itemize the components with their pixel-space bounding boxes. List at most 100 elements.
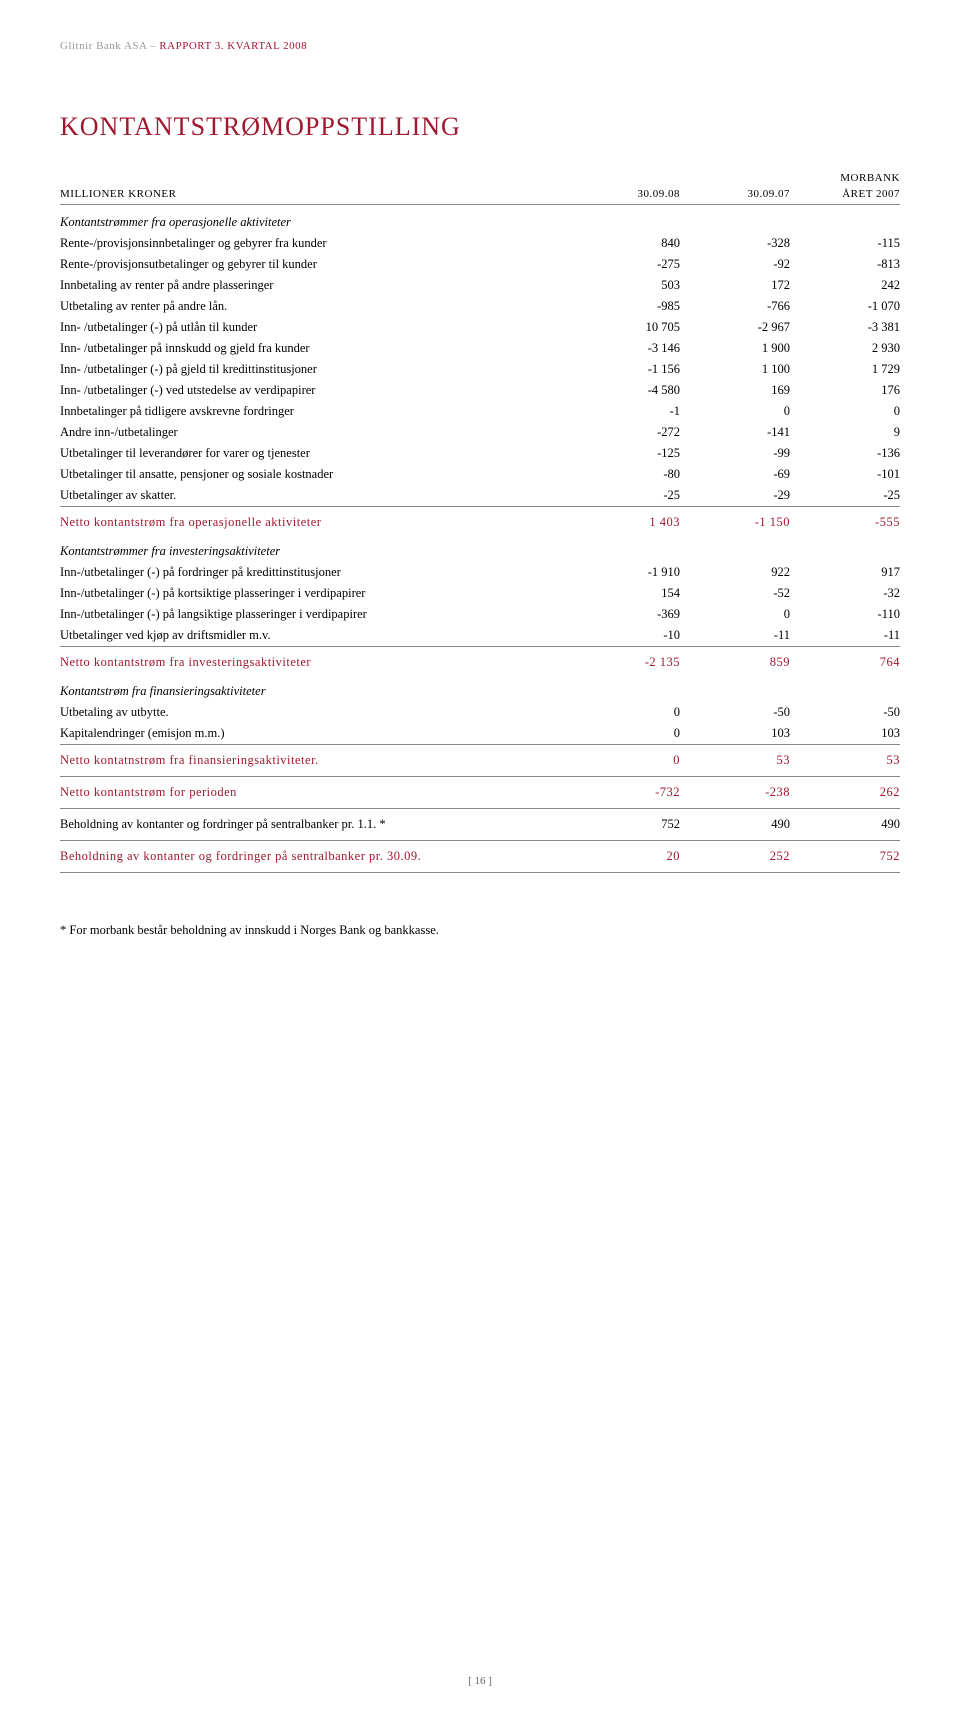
- row-label: Utbetalinger til ansatte, pensjoner og s…: [60, 467, 570, 482]
- summary-value: 490: [680, 817, 790, 832]
- section-total-row: Netto kontantstrøm fra operasjonelle akt…: [60, 506, 900, 538]
- table-row: Utbetalinger til leverandører for varer …: [60, 443, 900, 464]
- header-col-label: MILLIONER KRONER: [60, 188, 570, 200]
- row-label: Rente-/provisjonsutbetalinger og gebyrer…: [60, 257, 570, 272]
- row-label: Inn- /utbetalinger (-) ved utstedelse av…: [60, 383, 570, 398]
- row-value: -1 070: [790, 299, 900, 314]
- row-value: -3 146: [570, 341, 680, 356]
- row-label: Utbetalinger til leverandører for varer …: [60, 446, 570, 461]
- row-value: -29: [680, 488, 790, 503]
- header-separator: –: [147, 40, 160, 52]
- row-value: -2 967: [680, 320, 790, 335]
- row-label: Utbetaling av utbytte.: [60, 705, 570, 720]
- summary-value: -732: [570, 785, 680, 800]
- row-value: 0: [680, 607, 790, 622]
- summary-row: Netto kontantstrøm for perioden -732 -23…: [60, 776, 900, 809]
- row-value: -766: [680, 299, 790, 314]
- report-title: RAPPORT 3. KVARTAL 2008: [159, 40, 307, 52]
- row-value: 917: [790, 565, 900, 580]
- row-value: -80: [570, 467, 680, 482]
- row-label: Inn- /utbetalinger (-) på utlån til kund…: [60, 320, 570, 335]
- row-value: -1: [570, 404, 680, 419]
- row-label: Utbetalinger ved kjøp av driftsmidler m.…: [60, 628, 570, 643]
- table-row: Innbetalinger på tidligere avskrevne for…: [60, 401, 900, 422]
- total-value: -1 150: [680, 515, 790, 530]
- table-row: Inn- /utbetalinger (-) ved utstedelse av…: [60, 380, 900, 401]
- total-label: Netto kontantstrøm fra operasjonelle akt…: [60, 515, 570, 530]
- row-value: 172: [680, 278, 790, 293]
- row-value: -1 156: [570, 362, 680, 377]
- row-value: -125: [570, 446, 680, 461]
- table-row: Inn- /utbetalinger (-) på utlån til kund…: [60, 317, 900, 338]
- row-value: -136: [790, 446, 900, 461]
- summary-value: 490: [790, 817, 900, 832]
- row-label: Innbetaling av renter på andre plasserin…: [60, 278, 570, 293]
- summary-label: Netto kontantstrøm for perioden: [60, 785, 570, 800]
- row-value: 169: [680, 383, 790, 398]
- row-value: -25: [790, 488, 900, 503]
- header-col-1: 30.09.08: [570, 188, 680, 200]
- row-value: -69: [680, 467, 790, 482]
- row-value: -101: [790, 467, 900, 482]
- table-header-row: MILLIONER KRONER 30.09.08 30.09.07 ÅRET …: [60, 188, 900, 205]
- total-value: 0: [570, 753, 680, 768]
- page-title: KONTANTSTRØMOPPSTILLING: [60, 112, 900, 142]
- row-label: Utbetalinger av skatter.: [60, 488, 570, 503]
- row-value: -11: [680, 628, 790, 643]
- row-value: 2 930: [790, 341, 900, 356]
- page-number: [ 16 ]: [468, 1675, 492, 1687]
- summary-value: 752: [790, 849, 900, 864]
- summary-row: Beholdning av kontanter og fordringer på…: [60, 809, 900, 840]
- total-label: Netto kontatnstrøm fra finansieringsakti…: [60, 753, 570, 768]
- row-label: Inn-/utbetalinger (-) på fordringer på k…: [60, 565, 570, 580]
- section-title: Kontantstrøm fra finansieringsaktivitete…: [60, 678, 900, 702]
- header-col-3: ÅRET 2007: [790, 188, 900, 200]
- table-row: Rente-/provisjonsinnbetalinger og gebyre…: [60, 233, 900, 254]
- footnote: * For morbank består beholdning av innsk…: [60, 923, 900, 938]
- row-value: -1 910: [570, 565, 680, 580]
- table-row: Inn-/utbetalinger (-) på fordringer på k…: [60, 562, 900, 583]
- table-row: Andre inn-/utbetalinger -272 -141 9: [60, 422, 900, 443]
- row-value: -4 580: [570, 383, 680, 398]
- section-total-row: Netto kontantstrøm fra investeringsaktiv…: [60, 646, 900, 678]
- row-value: 103: [790, 726, 900, 741]
- section-title: Kontantstrømmer fra operasjonelle aktivi…: [60, 209, 900, 233]
- table-row: Inn- /utbetalinger på innskudd og gjeld …: [60, 338, 900, 359]
- header-col-2: 30.09.07: [680, 188, 790, 200]
- row-value: 840: [570, 236, 680, 251]
- cash-flow-table: MORBANK MILLIONER KRONER 30.09.08 30.09.…: [60, 172, 900, 873]
- table-row: Kapitalendringer (emisjon m.m.) 0 103 10…: [60, 723, 900, 744]
- row-value: 103: [680, 726, 790, 741]
- table-row: Rente-/provisjonsutbetalinger og gebyrer…: [60, 254, 900, 275]
- row-value: 922: [680, 565, 790, 580]
- row-value: 0: [790, 404, 900, 419]
- row-value: -99: [680, 446, 790, 461]
- summary-value: 752: [570, 817, 680, 832]
- row-value: 1 100: [680, 362, 790, 377]
- table-row: Innbetaling av renter på andre plasserin…: [60, 275, 900, 296]
- row-value: -115: [790, 236, 900, 251]
- total-value: 1 403: [570, 515, 680, 530]
- row-value: -272: [570, 425, 680, 440]
- total-value: 764: [790, 655, 900, 670]
- row-label: Kapitalendringer (emisjon m.m.): [60, 726, 570, 741]
- row-value: 154: [570, 586, 680, 601]
- table-row: Utbetaling av utbytte. 0 -50 -50: [60, 702, 900, 723]
- total-value: 53: [790, 753, 900, 768]
- table-row: Inn- /utbetalinger (-) på gjeld til kred…: [60, 359, 900, 380]
- row-value: -52: [680, 586, 790, 601]
- summary-value: 262: [790, 785, 900, 800]
- summary-label: Beholdning av kontanter og fordringer på…: [60, 849, 570, 864]
- row-value: 242: [790, 278, 900, 293]
- company-name: Glitnir Bank ASA: [60, 40, 147, 52]
- summary-value: 20: [570, 849, 680, 864]
- row-label: Innbetalinger på tidligere avskrevne for…: [60, 404, 570, 419]
- row-value: -25: [570, 488, 680, 503]
- row-value: -110: [790, 607, 900, 622]
- row-value: -275: [570, 257, 680, 272]
- section-title: Kontantstrømmer fra investeringsaktivite…: [60, 538, 900, 562]
- row-value: 1 900: [680, 341, 790, 356]
- summary-row: Beholdning av kontanter og fordringer på…: [60, 840, 900, 873]
- row-value: -985: [570, 299, 680, 314]
- row-value: -32: [790, 586, 900, 601]
